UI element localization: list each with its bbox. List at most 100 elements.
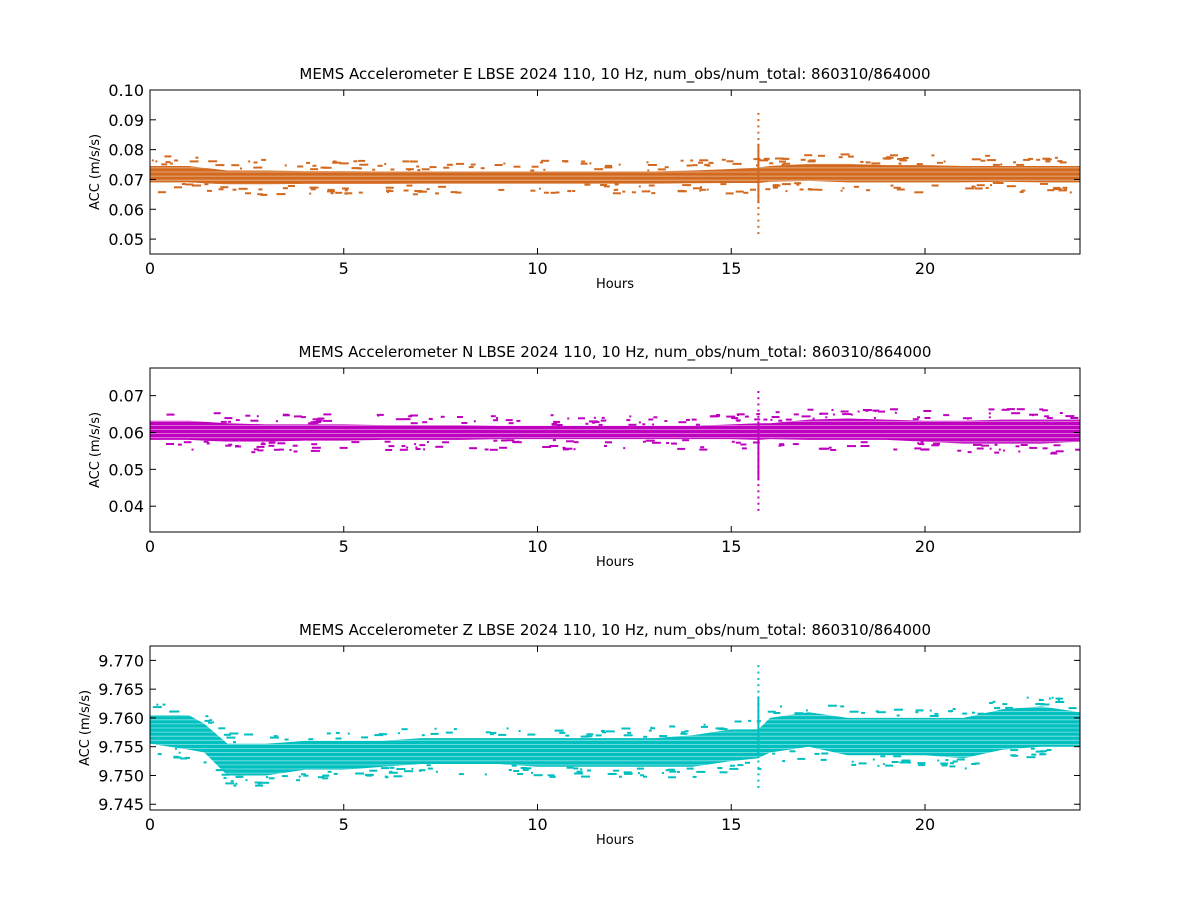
data-point — [775, 411, 780, 414]
data-point — [876, 711, 886, 714]
data-point — [627, 731, 632, 734]
data-point — [933, 442, 940, 445]
data-point — [971, 158, 981, 161]
data-point — [756, 413, 761, 416]
data-point — [1035, 703, 1045, 705]
data-point — [980, 159, 986, 162]
data-point — [864, 409, 869, 412]
data-point — [505, 439, 515, 442]
data-point — [782, 760, 786, 763]
data-point — [994, 443, 998, 446]
spike-points — [757, 665, 760, 788]
x-tick-label: 20 — [915, 537, 935, 556]
data-point — [494, 164, 503, 166]
series-points — [150, 649, 1080, 810]
data-point — [434, 727, 437, 730]
data-point — [308, 422, 316, 425]
data-point — [678, 421, 687, 424]
spike-core — [757, 143, 760, 204]
data-point — [770, 418, 773, 421]
data-point — [156, 703, 159, 706]
data-point — [1016, 408, 1025, 411]
data-point — [235, 782, 238, 785]
data-point — [977, 712, 985, 715]
data-point — [281, 775, 288, 778]
data-point — [209, 719, 213, 722]
data-point — [580, 768, 583, 771]
data-point — [866, 189, 871, 192]
data-point — [496, 417, 498, 420]
data-point — [899, 159, 908, 162]
data-point — [332, 161, 342, 164]
data-point — [393, 775, 403, 778]
data-point — [648, 729, 652, 732]
data-point — [228, 420, 231, 423]
data-point — [736, 413, 745, 416]
data-point — [700, 188, 706, 191]
data-point — [699, 448, 708, 451]
data-point — [880, 755, 886, 758]
data-band — [150, 163, 1080, 185]
data-point — [555, 191, 560, 194]
data-point — [686, 164, 692, 167]
data-point — [170, 710, 180, 713]
data-point — [251, 451, 256, 454]
data-point — [631, 191, 636, 194]
data-point — [157, 191, 166, 194]
data-point — [401, 728, 408, 731]
data-point — [208, 721, 213, 724]
data-point — [604, 445, 607, 447]
data-point — [165, 161, 171, 164]
data-point — [435, 445, 444, 448]
data-point — [550, 414, 554, 417]
x-tick-label: 0 — [145, 259, 155, 278]
data-point — [282, 414, 290, 417]
data-point — [986, 159, 996, 162]
data-point — [453, 728, 457, 731]
data-point — [501, 439, 507, 442]
spike-point — [757, 496, 760, 499]
data-point — [1026, 696, 1029, 699]
spike-point — [757, 225, 760, 228]
data-point — [157, 753, 162, 756]
data-point — [604, 419, 607, 422]
data-point — [1018, 450, 1021, 453]
data-point — [593, 416, 596, 419]
data-point — [849, 710, 859, 713]
data-point — [298, 775, 301, 778]
data-point — [327, 188, 335, 191]
data-point — [600, 419, 605, 422]
data-point — [622, 190, 626, 193]
data-point — [726, 415, 736, 418]
data-point — [704, 163, 710, 166]
data-point — [551, 423, 560, 426]
data-point — [204, 183, 209, 186]
data-point — [641, 190, 649, 193]
data-point — [807, 408, 814, 411]
data-point — [952, 760, 958, 763]
data-point — [888, 156, 894, 159]
data-point — [1046, 749, 1052, 751]
data-point — [668, 776, 677, 779]
data-point — [517, 440, 520, 443]
data-point — [357, 167, 362, 170]
data-point — [366, 774, 373, 777]
data-point — [1041, 409, 1048, 412]
y-tick-label: 0.05 — [108, 460, 144, 479]
x-tick-label: 10 — [527, 259, 547, 278]
data-point — [416, 165, 420, 168]
data-point — [1001, 408, 1010, 411]
outlier-points — [152, 696, 1077, 787]
data-point — [750, 188, 756, 191]
data-point — [600, 729, 605, 732]
data-point — [421, 168, 430, 171]
data-point — [404, 418, 411, 421]
data-point — [648, 190, 651, 193]
data-point — [296, 779, 301, 782]
data-point — [203, 440, 209, 443]
data-point — [581, 160, 586, 163]
data-point — [891, 761, 899, 763]
data-point — [189, 441, 192, 444]
y-axis-label: ACC (m/s/s) — [78, 690, 93, 766]
